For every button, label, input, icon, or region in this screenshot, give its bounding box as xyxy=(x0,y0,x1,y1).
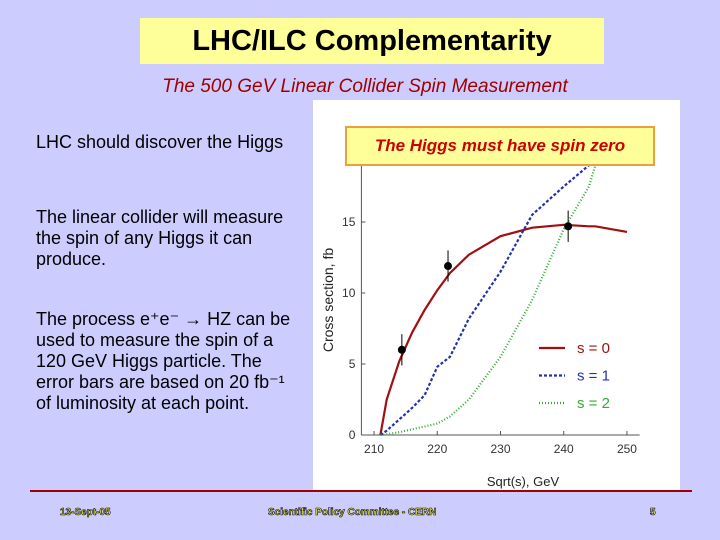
paragraph: The linear collider will measure the spi… xyxy=(36,207,284,269)
y-axis-label: Cross section, fb xyxy=(320,248,336,352)
y-tick-label: 5 xyxy=(349,357,356,371)
footer-page: 5 xyxy=(650,507,656,519)
x-tick-label: 230 xyxy=(490,442,510,456)
slide-title: LHC/ILC Complementarity xyxy=(140,18,604,64)
x-tick-label: 220 xyxy=(427,442,447,456)
callout: The Higgs must have spin zero xyxy=(345,126,655,166)
footer-event: Scientific Policy Committee - CERN xyxy=(268,507,437,519)
series-line xyxy=(379,164,590,436)
footer-date: 13-Sept-05 xyxy=(60,507,111,519)
y-tick-label: 15 xyxy=(342,215,356,229)
legend-label: s = 0 xyxy=(577,340,610,357)
x-tick-label: 240 xyxy=(554,442,574,456)
paragraph: LHC should discover the Higgs xyxy=(36,132,284,152)
series-line xyxy=(380,164,597,437)
footer-rule xyxy=(30,490,692,492)
legend-label: s = 1 xyxy=(577,368,610,385)
paragraph: The process e⁺e⁻ → HZ can be used to mea… xyxy=(36,309,291,413)
x-tick-label: 210 xyxy=(364,442,384,456)
y-tick-label: 10 xyxy=(342,286,356,300)
x-axis-label: Sqrt(s), GeV xyxy=(487,474,560,489)
y-tick-label: 0 xyxy=(349,428,356,442)
chart: 0 5 10 15 210 220 230 240 250 Sqrt(s), GeV Cross s… xyxy=(320,164,640,489)
data-point xyxy=(397,345,406,354)
legend-label: s = 2 xyxy=(577,395,610,412)
slide-subtitle: The 500 GeV Linear Collider Spin Measure… xyxy=(162,76,568,97)
data-point xyxy=(564,222,573,231)
x-tick-label: 250 xyxy=(617,442,637,456)
data-point xyxy=(444,262,453,271)
